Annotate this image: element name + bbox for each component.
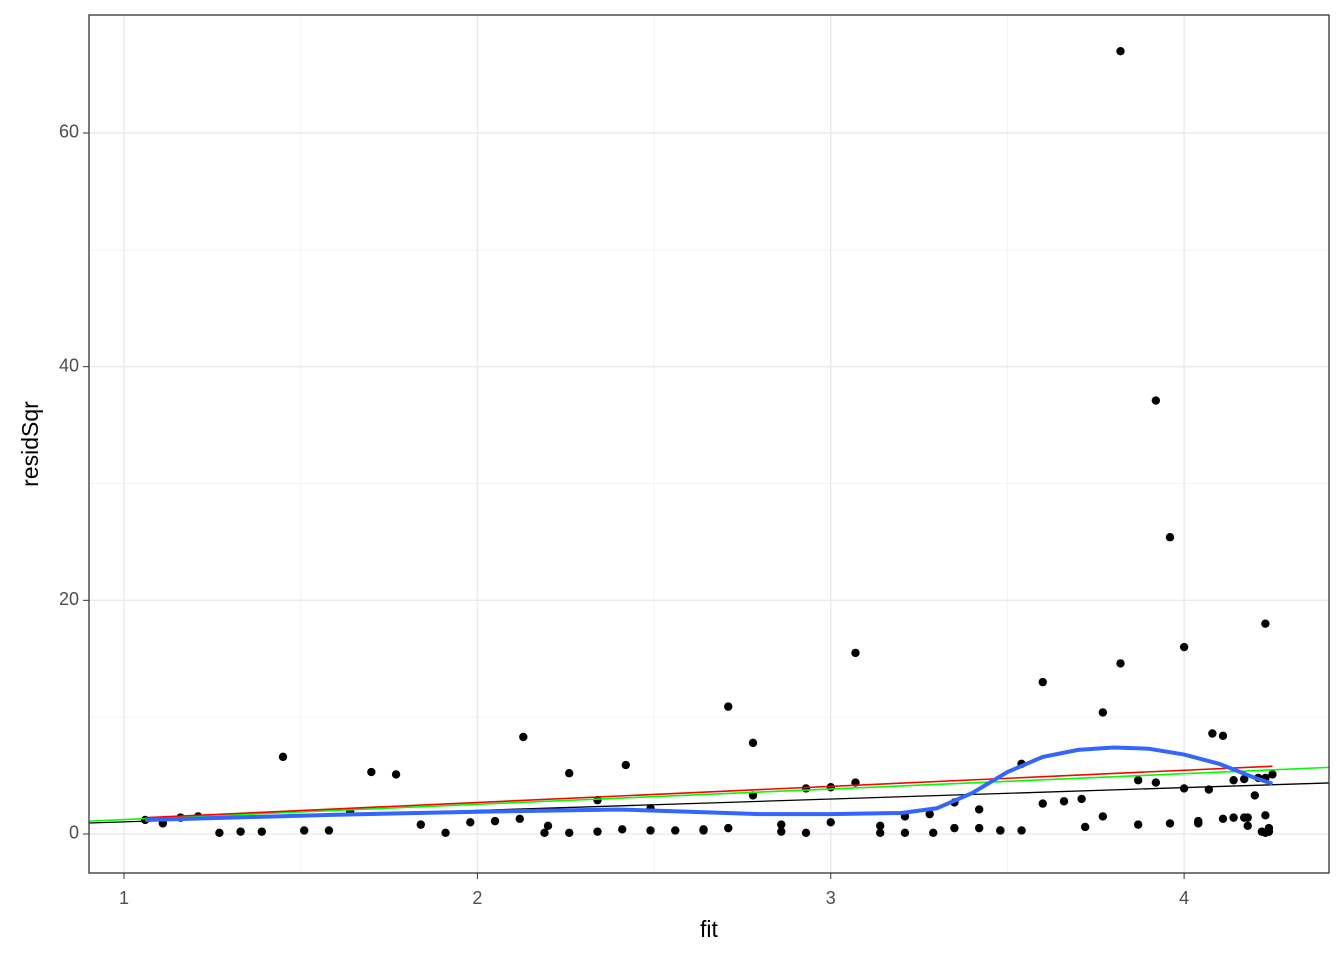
point (801, 828, 811, 838)
point (278, 752, 288, 762)
point (1133, 820, 1143, 829)
point (1208, 729, 1217, 738)
point (257, 827, 267, 836)
point (367, 767, 376, 777)
point (1239, 774, 1249, 784)
y-tick-label: 0 (69, 823, 79, 843)
point (1080, 822, 1090, 832)
point (324, 826, 334, 835)
point (1038, 677, 1047, 687)
point (540, 828, 549, 838)
point (1268, 770, 1277, 779)
point (565, 769, 574, 778)
point (1218, 731, 1228, 741)
point (1133, 776, 1143, 785)
point (1261, 619, 1270, 628)
point (441, 828, 450, 838)
y-tick-label: 20 (59, 589, 79, 609)
point (300, 826, 309, 835)
point (851, 648, 860, 658)
point (671, 826, 680, 835)
y-tick-label: 60 (59, 122, 79, 142)
x-tick-label: 2 (472, 888, 482, 908)
point (777, 820, 786, 829)
point (950, 823, 959, 833)
point (1059, 797, 1069, 806)
y-tick-label: 40 (59, 355, 79, 375)
point (1229, 813, 1238, 822)
point (466, 818, 475, 827)
point (1151, 396, 1161, 405)
fit-line (145, 765, 1273, 819)
point (925, 809, 934, 819)
point (1077, 794, 1086, 804)
point (876, 828, 885, 838)
point (621, 760, 630, 770)
point (565, 828, 574, 838)
x-tick-label: 1 (119, 888, 129, 908)
panel-border (88, 14, 1330, 874)
point (1243, 821, 1252, 831)
point (699, 826, 708, 835)
point (748, 791, 758, 800)
point (1038, 799, 1047, 808)
point (1229, 776, 1238, 785)
point (748, 738, 758, 748)
point (974, 805, 984, 814)
point (826, 818, 835, 827)
point (777, 827, 786, 836)
point (1250, 791, 1259, 800)
x-axis-title: fit (700, 916, 719, 942)
y-axis-title: residSqr (17, 401, 43, 487)
point (1194, 816, 1203, 826)
point (593, 827, 602, 836)
point (1179, 784, 1189, 793)
point (1116, 47, 1125, 56)
point (1116, 659, 1125, 668)
point (646, 826, 655, 835)
point (1017, 826, 1026, 835)
point (1261, 811, 1270, 820)
point (593, 795, 602, 805)
point (236, 827, 245, 836)
point (1098, 708, 1108, 717)
point (724, 702, 733, 711)
x-tick-label: 3 (826, 888, 836, 908)
point (490, 816, 500, 826)
point (215, 828, 224, 838)
point (1165, 533, 1175, 542)
point (515, 814, 524, 823)
point (1151, 778, 1161, 787)
fit-line (88, 766, 1330, 822)
point (391, 770, 401, 779)
point (1264, 827, 1274, 836)
point (1098, 812, 1108, 821)
point (1218, 814, 1228, 823)
point (1165, 819, 1175, 828)
point (974, 823, 984, 833)
point (543, 821, 553, 831)
point (1243, 813, 1252, 822)
point (618, 825, 627, 834)
point (900, 828, 910, 838)
point (876, 821, 885, 831)
point (416, 820, 426, 829)
fit-line (145, 745, 1274, 822)
x-tick-label: 4 (1179, 888, 1189, 908)
point (929, 828, 938, 838)
point (1179, 642, 1189, 652)
point (519, 732, 528, 742)
point (724, 823, 733, 833)
point (996, 826, 1005, 835)
